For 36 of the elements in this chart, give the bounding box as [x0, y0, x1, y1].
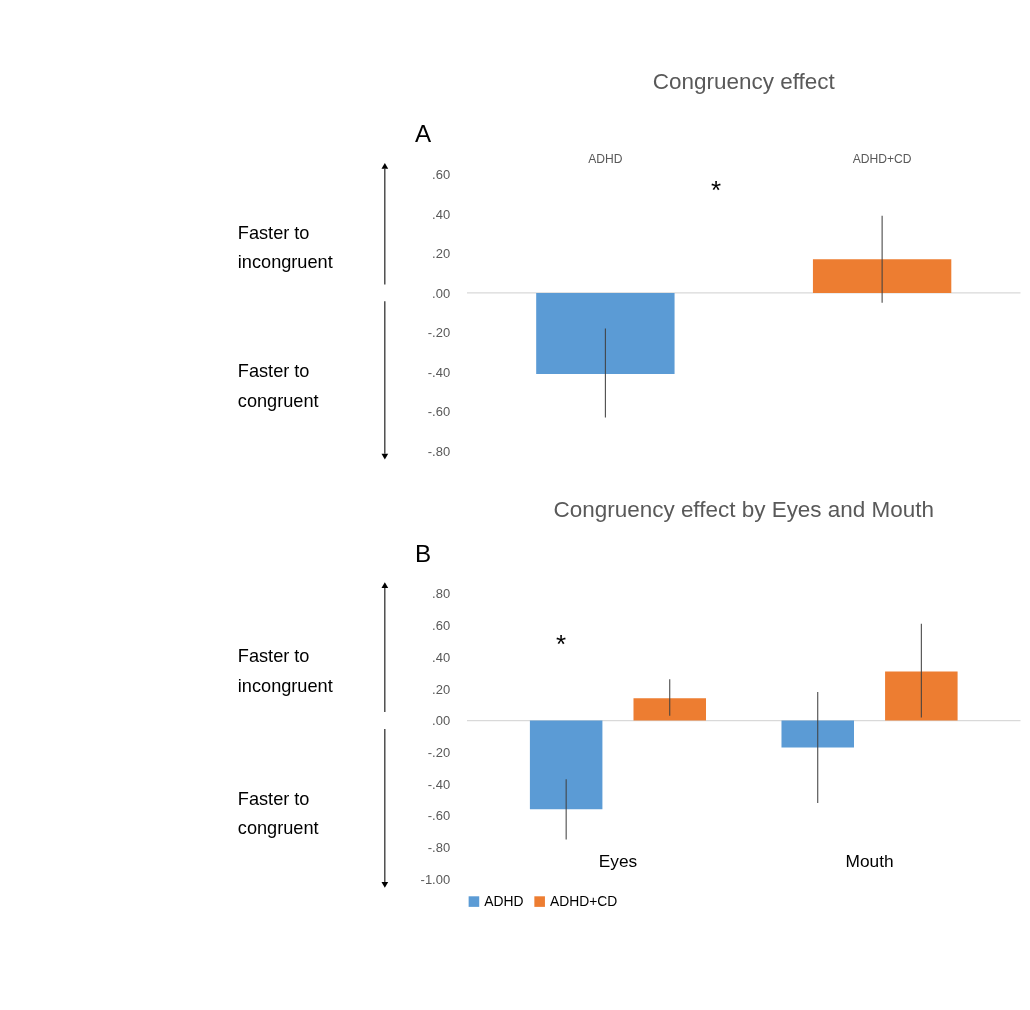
text: Faster to incongruent [237, 222, 333, 273]
legend-label: ADHD+CD [550, 892, 618, 909]
y-tick-label: -.80 [427, 443, 451, 459]
y-tick-label: -.80 [427, 840, 451, 856]
chart-title: Congruency effect [652, 68, 836, 94]
text: Faster to congruent [237, 789, 319, 839]
y-tick-label: -.20 [427, 745, 451, 761]
y-tick-label: .60 [432, 618, 451, 634]
bar [781, 720, 854, 748]
y-tick-label: .20 [432, 246, 451, 262]
legend-label: ADHD [484, 892, 524, 909]
y-tick-label: .40 [432, 649, 451, 665]
annotation: * [711, 176, 722, 205]
y-tick-label: .80 [432, 586, 451, 602]
x-tick-label: Eyes [598, 851, 638, 872]
y-tick-label: .20 [432, 681, 451, 697]
bar [529, 720, 603, 810]
text: Faster to incongruent [237, 646, 333, 696]
y-tick-label: -.60 [427, 404, 451, 420]
annotation: * [556, 630, 567, 659]
bar [633, 698, 707, 721]
text: B [415, 539, 432, 567]
bar [885, 671, 958, 721]
chart-title: Congruency effect by Eyes and Mouth [553, 496, 935, 522]
y-tick-label: -.20 [427, 325, 451, 341]
y-tick-label: .00 [432, 285, 451, 301]
text: Faster to congruent [237, 361, 319, 411]
text: A [415, 120, 433, 148]
y-tick-label: .00 [432, 713, 451, 729]
y-tick-label: -1.00 [420, 871, 451, 887]
x-tick-label: Mouth [845, 851, 894, 872]
y-tick-label: -.40 [427, 776, 451, 792]
y-tick-label: -.60 [427, 808, 451, 824]
y-tick-label: -.40 [427, 364, 451, 380]
y-tick-label: .40 [432, 206, 451, 222]
y-tick-label: .60 [432, 167, 451, 183]
